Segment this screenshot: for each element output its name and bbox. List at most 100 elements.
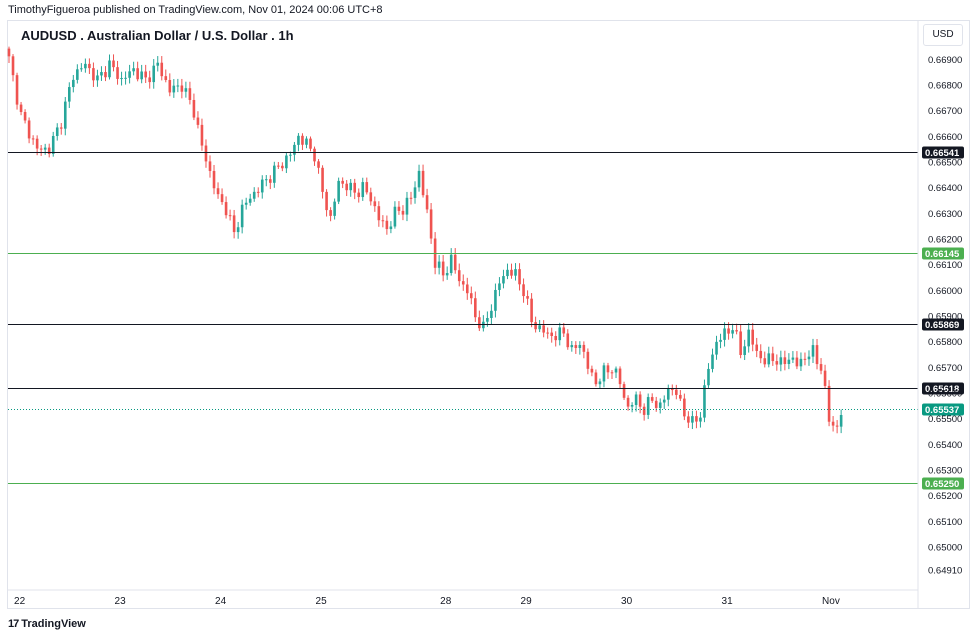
price-tick-label: 0.66400 bbox=[928, 183, 962, 194]
candle bbox=[658, 398, 662, 414]
currency-selector[interactable]: USD bbox=[923, 24, 963, 46]
candle bbox=[449, 248, 453, 276]
candle bbox=[369, 187, 373, 206]
candle bbox=[104, 66, 107, 82]
candle bbox=[27, 117, 31, 144]
candle bbox=[309, 136, 312, 152]
candle bbox=[482, 315, 485, 332]
price-tick-label: 0.64910 bbox=[928, 566, 962, 577]
candle bbox=[739, 324, 742, 359]
candle bbox=[281, 162, 284, 172]
candle bbox=[39, 144, 43, 156]
candle bbox=[445, 266, 449, 280]
candle bbox=[711, 348, 714, 373]
candle bbox=[31, 135, 35, 145]
candle bbox=[184, 81, 188, 98]
candle bbox=[441, 255, 445, 282]
price-tick-label: 0.66100 bbox=[928, 260, 962, 271]
candle bbox=[723, 322, 726, 347]
candle bbox=[683, 393, 686, 421]
candle bbox=[260, 175, 264, 199]
candle bbox=[831, 416, 835, 432]
candle bbox=[799, 352, 803, 372]
candle bbox=[256, 187, 260, 198]
candle bbox=[337, 177, 340, 205]
candle bbox=[715, 335, 718, 360]
candle bbox=[518, 263, 521, 291]
date-tick-label: 31 bbox=[722, 596, 734, 607]
candle bbox=[671, 384, 674, 396]
candle bbox=[747, 323, 750, 353]
level-price-tag bbox=[922, 318, 964, 331]
candle bbox=[357, 188, 361, 203]
candle bbox=[349, 179, 352, 197]
candle bbox=[666, 384, 670, 407]
candle bbox=[248, 193, 252, 206]
candle bbox=[72, 74, 75, 93]
candle bbox=[317, 159, 320, 174]
candle bbox=[172, 79, 176, 98]
candle bbox=[542, 320, 545, 338]
price-tick-label: 0.65900 bbox=[928, 312, 962, 323]
candle bbox=[236, 221, 240, 239]
candle bbox=[582, 341, 586, 359]
candle bbox=[703, 379, 706, 423]
candle bbox=[457, 263, 461, 287]
tradingview-logo-text: TradingView bbox=[21, 618, 86, 630]
candle bbox=[570, 340, 574, 352]
candle bbox=[626, 395, 630, 411]
level-price-label: 0.65537 bbox=[925, 405, 959, 416]
candle bbox=[522, 278, 525, 303]
candle bbox=[783, 350, 787, 371]
candle bbox=[293, 141, 296, 162]
candle bbox=[116, 60, 119, 85]
candle bbox=[152, 59, 156, 89]
date-tick-label: 29 bbox=[521, 596, 533, 607]
candle bbox=[160, 56, 164, 81]
level-price-label: 0.65869 bbox=[925, 320, 959, 331]
candle bbox=[546, 327, 549, 339]
candle bbox=[550, 327, 553, 343]
candle bbox=[803, 352, 807, 366]
candle bbox=[19, 101, 23, 116]
candle bbox=[731, 323, 734, 339]
axes-layer: 0.66900 0.66800 0.66700 0.66600 0.66500 0.664… bbox=[8, 21, 962, 609]
candle bbox=[510, 263, 513, 279]
candle bbox=[285, 152, 288, 174]
candle bbox=[586, 348, 590, 375]
candle bbox=[11, 54, 15, 82]
level-price-tag bbox=[922, 477, 964, 490]
date-tick-label: 22 bbox=[14, 596, 26, 607]
candle bbox=[92, 62, 95, 87]
candle bbox=[252, 187, 256, 202]
candle bbox=[132, 61, 135, 76]
chart-frame bbox=[7, 20, 970, 609]
candle bbox=[393, 201, 397, 229]
level-price-label: 0.65250 bbox=[925, 479, 959, 490]
price-tick-label: 0.66700 bbox=[928, 106, 962, 117]
candle bbox=[353, 178, 357, 200]
candle bbox=[779, 350, 783, 372]
candle bbox=[574, 341, 578, 354]
candle bbox=[775, 354, 779, 371]
candle bbox=[345, 180, 348, 197]
level-price-tag bbox=[922, 382, 964, 395]
candle bbox=[168, 73, 172, 97]
candle bbox=[554, 331, 558, 347]
candle bbox=[55, 123, 59, 141]
candle bbox=[269, 175, 272, 190]
candle bbox=[478, 310, 481, 332]
candle bbox=[827, 380, 831, 427]
candle bbox=[687, 411, 690, 428]
candle bbox=[192, 93, 196, 121]
candle bbox=[795, 351, 799, 370]
candle bbox=[200, 118, 204, 151]
price-tick-label: 0.65500 bbox=[928, 414, 962, 425]
candle bbox=[606, 362, 610, 379]
candle bbox=[811, 338, 815, 364]
candle bbox=[610, 370, 614, 379]
candle bbox=[558, 322, 562, 346]
candles-layer bbox=[7, 46, 843, 434]
candle bbox=[68, 82, 71, 109]
